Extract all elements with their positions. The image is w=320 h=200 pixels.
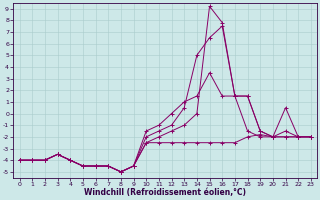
X-axis label: Windchill (Refroidissement éolien,°C): Windchill (Refroidissement éolien,°C) [84,188,246,197]
